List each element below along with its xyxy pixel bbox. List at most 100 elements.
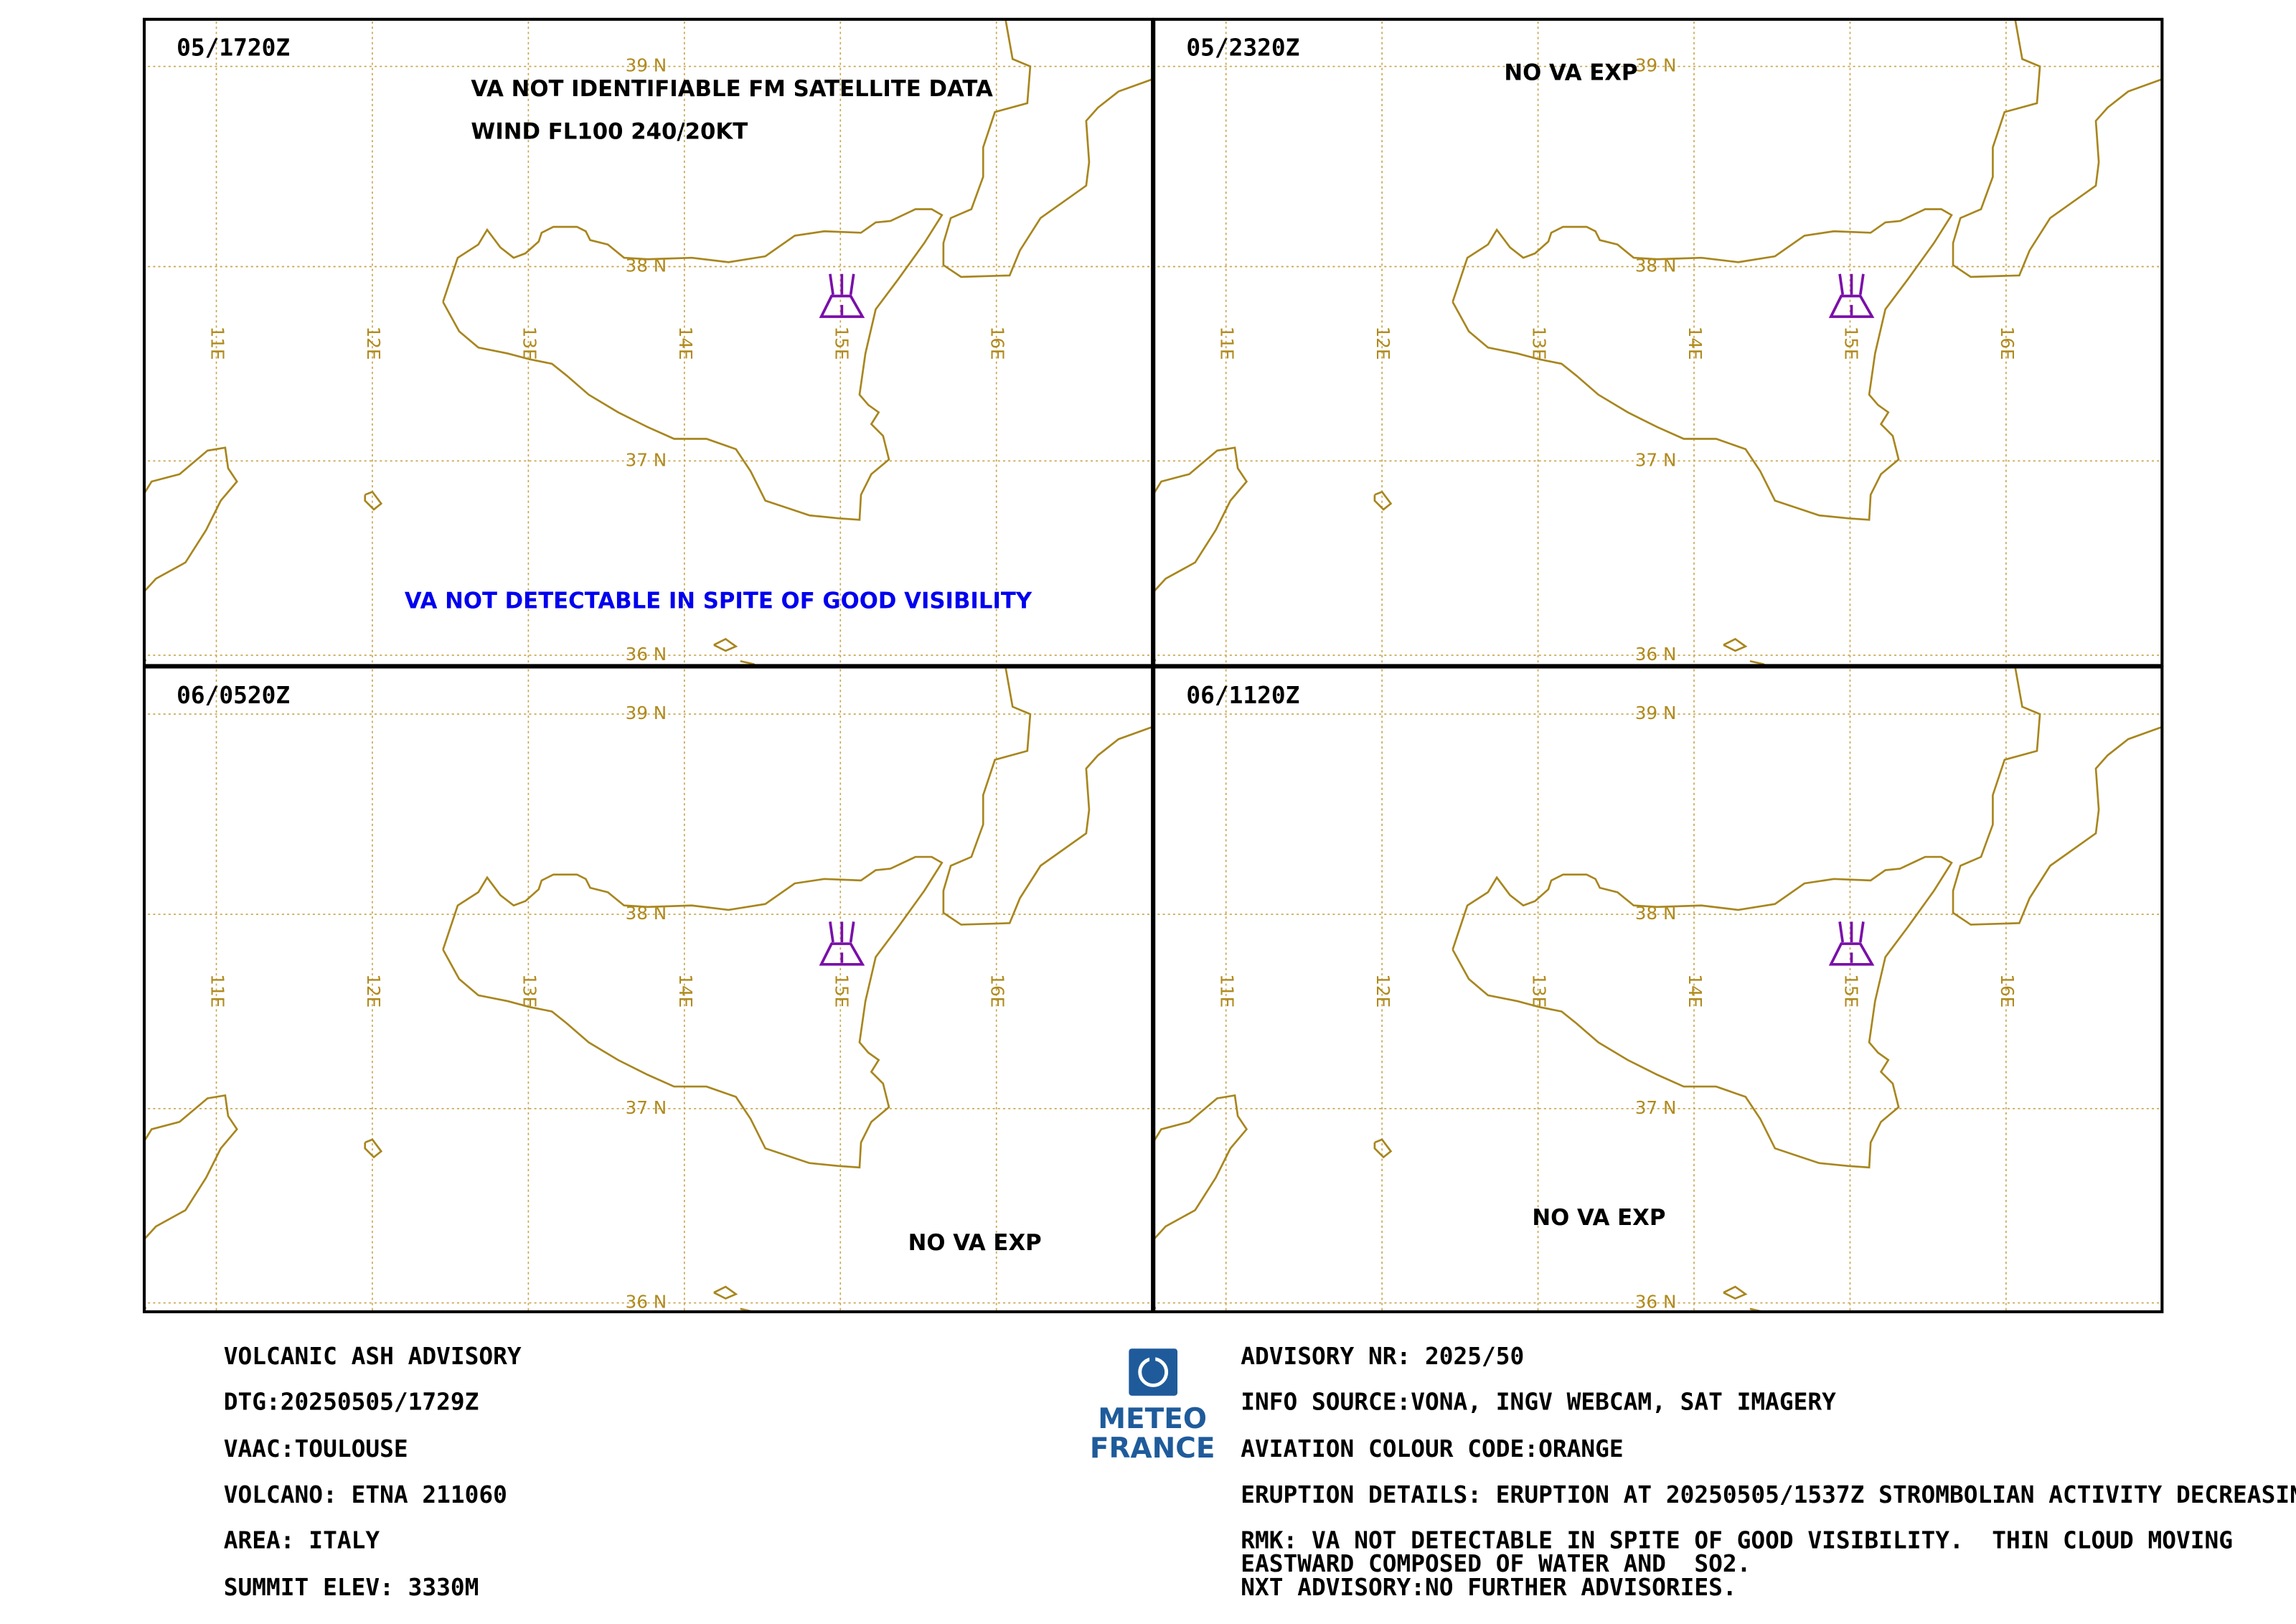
map-panel: 39 N 38 N 37 N 36 N 11E 12E 13E 14E 15E 16E 05/172… (142, 17, 1154, 667)
longitude-label: 11E (1217, 327, 1238, 360)
coastline (1452, 208, 1953, 521)
longitude-label: 15E (1840, 974, 1861, 1008)
coastline (740, 1308, 752, 1310)
map-content: 39 N 38 N 37 N 36 N 11E 12E 13E 14E 15E 16E (144, 19, 1153, 666)
annotation: NO VA EXP (908, 1230, 1042, 1256)
annotation: VA NOT DETECTABLE IN SPITE OF GOOD VISIB… (405, 588, 1032, 614)
longitude-label: 14E (675, 327, 696, 360)
advisory-line: VOLCANIC ASH ADVISORY (224, 1343, 522, 1370)
latitude-label: 39 N (1635, 55, 1677, 76)
map-panel: 39 N 38 N 37 N 36 N 11E 12E 13E 14E 15E 16E 06/112… (1152, 665, 2164, 1313)
longitude-label: 14E (675, 974, 696, 1008)
longitude-label: 12E (1373, 974, 1393, 1008)
map-layer: 39 N 38 N 37 N 36 N 11E 12E 13E 14E 15E 16E (1154, 667, 2163, 1313)
logo-text: FRANCE (1090, 1432, 1215, 1465)
advisory-line: VOLCANO: ETNA 211060 (224, 1481, 507, 1508)
volcano-icon (1828, 273, 1875, 319)
annotation: VA NOT IDENTIFIABLE FM SATELLITE DATA (471, 76, 993, 102)
longitude-label: 13E (1529, 327, 1550, 360)
longitude-label: 16E (987, 327, 1008, 360)
longitude-label: 12E (363, 327, 384, 360)
advisory-line: INFO SOURCE:VONA, INGV WEBCAM, SAT IMAGE… (1241, 1389, 1836, 1416)
map-layer: 39 N 38 N 37 N 36 N 11E 12E 13E 14E 15E 16E (144, 667, 1153, 1313)
coastline (442, 855, 944, 1169)
longitude-label: 14E (1685, 974, 1705, 1008)
map-content: 39 N 38 N 37 N 36 N 11E 12E 13E 14E 15E 16E (1154, 19, 2163, 666)
longitude-label: 12E (363, 974, 384, 1008)
advisory-line: AREA: ITALY (224, 1526, 380, 1554)
coastline (364, 1138, 383, 1159)
advisory-line: NXT ADVISORY:NO FURTHER ADVISORIES. (1241, 1574, 1736, 1601)
map-content: 39 N 38 N 37 N 36 N 11E 12E 13E 14E 15E 16E (1154, 667, 2163, 1313)
longitude-label: 12E (1373, 327, 1393, 360)
longitude-label: 15E (1840, 327, 1861, 360)
map-layer: 39 N 38 N 37 N 36 N 11E 12E 13E 14E 15E 16E (144, 19, 1153, 666)
coastline (1952, 19, 2163, 278)
coastline (1749, 1308, 1761, 1310)
longitude-label: 11E (207, 327, 228, 360)
latitude-label: 38 N (1635, 903, 1677, 924)
map-layer: 39 N 38 N 37 N 36 N 11E 12E 13E 14E 15E 16E (1154, 19, 2163, 666)
advisory-line: RMK: VA NOT DETECTABLE IN SPITE OF GOOD … (1241, 1526, 2233, 1554)
longitude-label: 13E (519, 327, 540, 360)
longitude-label: 11E (1217, 974, 1238, 1008)
latitude-label: 38 N (626, 903, 667, 924)
annotation: NO VA EXP (1504, 60, 1637, 85)
longitude-label: 13E (519, 974, 540, 1008)
coastline (713, 637, 738, 652)
panel-time: 06/1120Z (1186, 682, 1299, 709)
logo-text: METEO (1098, 1403, 1207, 1435)
volcano-icon (819, 921, 865, 966)
coastline (1154, 446, 1248, 593)
coastline (942, 667, 1153, 926)
volcano-symbol (1828, 921, 1875, 966)
coastline (1154, 1094, 1248, 1241)
coastline (442, 208, 944, 521)
annotation: WIND FL100 240/20KT (471, 118, 748, 144)
map-panel: 39 N 38 N 37 N 36 N 11E 12E 13E 14E 15E 16E 05/232… (1152, 17, 2164, 667)
panel-time: 06/0520Z (177, 682, 290, 709)
latitude-label: 37 N (626, 449, 667, 470)
advisory-line: ERUPTION DETAILS: ERUPTION AT 20250505/1… (1241, 1481, 2296, 1508)
latitude-label: 36 N (626, 1292, 667, 1313)
panel-time: 05/2320Z (1186, 34, 1299, 61)
latitude-label: 36 N (1635, 644, 1677, 665)
coastline (1373, 1138, 1393, 1159)
latitude-label: 39 N (626, 55, 667, 76)
volcano-icon (819, 273, 865, 319)
latitude-label: 39 N (1635, 703, 1677, 723)
longitude-label: 16E (987, 974, 1008, 1008)
coastline (942, 19, 1153, 278)
annotation: NO VA EXP (1532, 1205, 1665, 1231)
longitude-label: 15E (831, 327, 852, 360)
advisory-line: EASTWARD COMPOSED OF WATER AND SO2. (1241, 1550, 1751, 1577)
longitude-label: 14E (1685, 327, 1705, 360)
map-panel: 39 N 38 N 37 N 36 N 11E 12E 13E 14E 15E 16E 06/052… (142, 665, 1154, 1313)
latitude-label: 38 N (1635, 255, 1677, 276)
latitude-label: 38 N (626, 255, 667, 276)
advisory-line: VAAC:TOULOUSE (224, 1435, 408, 1463)
coastline (1373, 490, 1393, 511)
volcano-symbol (819, 921, 865, 966)
map-content: 39 N 38 N 37 N 36 N 11E 12E 13E 14E 15E 16E (144, 667, 1153, 1313)
latitude-label: 36 N (626, 644, 667, 665)
coastline (1723, 637, 1748, 652)
coastline (144, 446, 238, 593)
latitude-label: 37 N (1635, 1097, 1677, 1118)
longitude-label: 13E (1529, 974, 1550, 1008)
longitude-label: 16E (1997, 327, 2018, 360)
coastline (713, 1285, 738, 1300)
volcano-icon (1828, 921, 1875, 966)
advisory-line: AVIATION COLOUR CODE:ORANGE (1241, 1435, 1623, 1463)
volcano-symbol (1828, 273, 1875, 319)
volcano-symbol (819, 273, 865, 319)
advisory-line: DTG:20250505/1729Z (224, 1389, 479, 1416)
longitude-label: 11E (207, 974, 228, 1008)
latitude-label: 36 N (1635, 1292, 1677, 1313)
latitude-label: 37 N (626, 1097, 667, 1118)
coastline (144, 1094, 238, 1241)
advisory-line: SUMMIT ELEV: 3330M (224, 1574, 479, 1601)
latitude-label: 39 N (626, 703, 667, 723)
panel-frame (1152, 665, 2164, 1313)
